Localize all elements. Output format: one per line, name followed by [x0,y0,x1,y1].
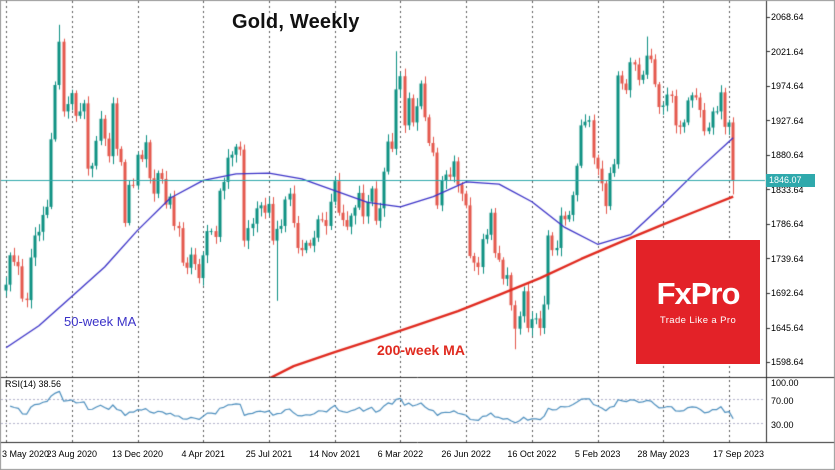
price-tick-label: 1598.64 [771,357,804,367]
time-tick-label: 13 Dec 2020 [111,449,164,459]
price-tick-label: 1833.64 [771,184,804,195]
time-tick-label: 23 Aug 2020 [46,449,98,459]
time-tick-label: 16 Oct 2022 [507,449,557,459]
time-tick-label: 4 Apr 2021 [181,449,226,459]
fxpro-logo: FxPro Trade Like a Pro [636,240,760,364]
rsi-axis[interactable]: 100.00 70.00 30.00 [767,378,835,442]
time-tick-label: 5 Feb 2023 [574,449,621,459]
fxpro-logo-text: FxPro [656,276,741,311]
time-tick-label: 3 May 2020 [2,449,50,459]
price-tick-label: 1739.64 [771,253,804,264]
current-price-tag: 1846.07 [766,173,815,187]
rsi-indicator-label: RSI(14) 38.56 [5,379,62,389]
price-tick-label: 1645.64 [771,322,804,333]
price-tick-label: 1786.64 [771,219,804,229]
time-tick-label: 28 May 2023 [637,449,690,459]
price-tick-label: 1692.64 [771,288,804,298]
price-tick-label: 1880.64 [771,150,804,160]
fxpro-logo-tagline: Trade Like a Pro [659,315,737,326]
rsi-tick-label: 100.00 [771,378,799,388]
time-tick-label: 17 Sep 2023 [712,449,764,459]
rsi-tick-label: 30.00 [771,420,794,430]
price-tick-label: 2068.64 [771,12,804,22]
time-tick-label: 26 Jun 2022 [441,449,491,459]
time-tick-label: 25 Jul 2021 [245,449,293,459]
price-tick-label: 1927.64 [771,115,804,126]
rsi-tick-label: 70.00 [771,396,794,406]
time-tick-label: 6 Mar 2022 [377,449,424,459]
price-tick-label: 1974.64 [771,81,804,91]
price-axis[interactable]: 2068.64 2021.64 1974.64 1927.64 1880.64 1833.… [767,0,835,378]
ma50-label: 50-week MA [64,314,137,329]
ma200-label: 200-week MA [377,342,465,358]
time-tick-label: 14 Nov 2021 [309,449,361,459]
chart-title: Gold, Weekly [232,11,360,33]
time-axis[interactable]: 3 May 2020 23 Aug 2020 13 Dec 2020 4 Apr 20… [0,443,766,470]
price-tick-label: 2021.64 [771,46,804,57]
